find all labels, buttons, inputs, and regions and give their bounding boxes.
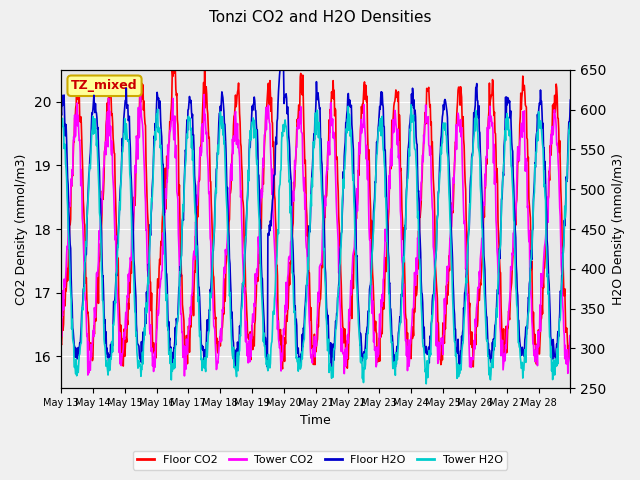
Tower H2O [288, 241, 296, 247]
Tower CO2 [99, 181, 107, 187]
Floor CO2 [57, 340, 65, 346]
Floor H2O [234, 339, 241, 345]
Line: Floor H2O: Floor H2O [61, 70, 570, 369]
Floor CO2 [328, 89, 335, 95]
Tower H2O [407, 102, 415, 108]
Tower H2O [99, 299, 107, 304]
Tower CO2 [200, 92, 208, 97]
Tower H2O [57, 133, 65, 139]
Tower CO2 [555, 168, 563, 174]
Text: TZ_mixed: TZ_mixed [71, 79, 138, 92]
Y-axis label: CO2 Density (mmol/m3): CO2 Density (mmol/m3) [15, 153, 28, 305]
Text: Tonzi CO2 and H2O Densities: Tonzi CO2 and H2O Densities [209, 10, 431, 24]
Tower H2O [555, 334, 563, 340]
Tower CO2 [180, 373, 188, 379]
Floor CO2 [99, 196, 107, 202]
Floor CO2 [278, 366, 286, 372]
Floor H2O [557, 289, 564, 295]
Floor CO2 [168, 67, 176, 72]
Tower CO2 [328, 120, 335, 126]
Tower CO2 [235, 137, 243, 143]
X-axis label: Time: Time [300, 414, 331, 427]
Floor H2O [555, 334, 563, 339]
Floor H2O [57, 106, 65, 112]
Line: Floor CO2: Floor CO2 [61, 70, 570, 369]
Tower CO2 [557, 239, 564, 245]
Line: Tower CO2: Tower CO2 [61, 95, 570, 376]
Tower CO2 [57, 324, 65, 330]
Tower H2O [234, 349, 241, 355]
Legend: Floor CO2, Tower CO2, Floor H2O, Tower H2O: Floor CO2, Tower CO2, Floor H2O, Tower H… [133, 451, 507, 469]
Floor CO2 [555, 126, 563, 132]
Floor H2O [289, 233, 296, 239]
Tower H2O [566, 131, 574, 136]
Tower H2O [327, 366, 335, 372]
Tower H2O [422, 381, 430, 387]
Floor CO2 [566, 338, 574, 344]
Tower CO2 [566, 336, 574, 342]
Floor H2O [99, 273, 107, 278]
Floor CO2 [234, 87, 242, 93]
Floor CO2 [289, 224, 296, 230]
Floor H2O [328, 366, 335, 372]
Line: Tower H2O: Tower H2O [61, 105, 570, 384]
Tower H2O [557, 305, 564, 311]
Floor H2O [327, 364, 335, 370]
Floor CO2 [557, 184, 564, 190]
Tower CO2 [289, 188, 296, 194]
Y-axis label: H2O Density (mmol/m3): H2O Density (mmol/m3) [612, 153, 625, 305]
Floor H2O [276, 67, 284, 72]
Floor H2O [566, 97, 574, 103]
